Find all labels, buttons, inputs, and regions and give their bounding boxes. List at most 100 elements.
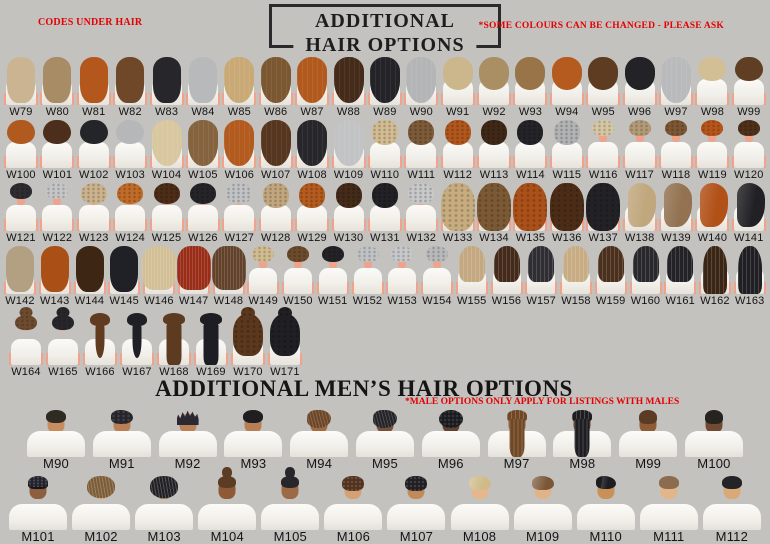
figure-W119: W119 <box>694 118 730 181</box>
code-label: W83 <box>154 106 179 118</box>
hair-crop <box>287 246 309 262</box>
code-label: W79 <box>9 106 33 118</box>
hair-sweep <box>736 183 765 227</box>
code-label: W171 <box>270 366 300 378</box>
code-label: W87 <box>300 106 324 118</box>
code-label: W169 <box>196 366 226 378</box>
shirt <box>697 79 728 105</box>
figure-W93: W93 <box>512 55 548 118</box>
code-label: W162 <box>700 295 730 307</box>
hair-afrotall <box>553 120 580 145</box>
code-label: M93 <box>240 456 267 471</box>
figure-W146: W146 <box>142 244 176 307</box>
shirt <box>388 268 417 294</box>
code-label: W102 <box>79 169 109 181</box>
figure-W130: W130 <box>331 181 367 244</box>
neck <box>259 259 268 268</box>
figure-W139: W139 <box>658 181 694 244</box>
neck <box>672 133 681 142</box>
code-label: M105 <box>273 529 307 544</box>
figure-W101: W101 <box>39 118 75 181</box>
code-label: W120 <box>734 169 764 181</box>
shirt <box>324 504 383 530</box>
hair-afro <box>189 183 216 204</box>
hair-afrotall <box>371 120 398 145</box>
hair-mdreads <box>150 476 179 498</box>
hair-wavy <box>333 120 364 166</box>
figure-M100: M100 <box>684 405 744 471</box>
code-label: W92 <box>482 106 506 118</box>
hair-wavy <box>260 120 291 166</box>
hair-bigcurl <box>477 183 512 231</box>
hair-mid <box>551 57 582 90</box>
figure-W152: W152 <box>351 244 385 307</box>
hair-mtopknot <box>218 476 237 488</box>
figure-M90: M90 <box>26 405 86 471</box>
code-label: W119 <box>698 169 727 181</box>
code-label: W103 <box>115 169 145 181</box>
shirt <box>639 504 698 530</box>
hair-mid <box>479 57 510 90</box>
shirt <box>42 205 73 231</box>
hair-crop <box>665 120 688 136</box>
shirt <box>576 504 635 530</box>
figure-W84: W84 <box>185 55 221 118</box>
shirt <box>619 431 678 457</box>
figure-M99: M99 <box>618 405 678 471</box>
figure-W103: W103 <box>112 118 148 181</box>
shirt <box>661 142 692 168</box>
figure-M111: M111 <box>639 471 699 544</box>
hair-mbraids <box>572 410 593 422</box>
hair-crop <box>592 120 615 136</box>
code-label: W104 <box>151 169 182 181</box>
shirt <box>187 205 218 231</box>
figure-W149: W149 <box>246 244 280 307</box>
code-label: M98 <box>569 456 596 471</box>
hair-long <box>116 57 145 103</box>
hair-pony <box>127 313 147 326</box>
hair-long <box>75 246 104 292</box>
code-label: M92 <box>174 456 201 471</box>
code-label: W134 <box>479 232 509 244</box>
shirt <box>78 205 109 231</box>
hair-crop <box>10 183 32 199</box>
men-hair-row-1: M90 M91 M92 M93 M94 M95 M96 M97 M98 M99 M100 <box>0 405 770 471</box>
code-label: W126 <box>188 232 218 244</box>
figure-W131: W131 <box>367 181 403 244</box>
hair-wavy <box>369 57 400 103</box>
code-label: W164 <box>11 366 41 378</box>
shirt <box>684 431 743 457</box>
hair-afro <box>408 183 435 204</box>
figure-W90: W90 <box>403 55 439 118</box>
shirt <box>135 504 194 530</box>
code-label: W107 <box>260 169 291 181</box>
figure-W94: W94 <box>549 55 585 118</box>
hair-wavy <box>406 57 437 103</box>
women-hair-row-2: W100 W101 W102 W103 W104 W105 W106 W107 W108 W109… <box>0 118 770 181</box>
code-label: W150 <box>283 295 313 307</box>
code-label: M103 <box>147 529 181 544</box>
code-label: W113 <box>479 169 509 181</box>
shirt <box>72 504 131 530</box>
shirt <box>224 431 283 457</box>
figure-M112: M112 <box>702 471 762 544</box>
figure-W95: W95 <box>585 55 621 118</box>
shirt <box>355 431 414 457</box>
figure-W96: W96 <box>622 55 658 118</box>
hair-mafro <box>438 410 463 428</box>
hair-afro <box>117 183 144 204</box>
shirt <box>9 504 67 530</box>
shirt <box>697 142 728 168</box>
code-label: W145 <box>109 295 140 307</box>
hair-crop <box>426 246 448 262</box>
code-label: W133 <box>442 232 473 244</box>
figure-W122: W122 <box>39 181 75 244</box>
hair-bigcurl <box>586 183 621 231</box>
figure-W97: W97 <box>658 55 694 118</box>
hair-shortw <box>79 120 108 144</box>
figure-W105: W105 <box>185 118 221 181</box>
hair-mshort <box>243 410 264 423</box>
hair-afrotall <box>299 183 326 208</box>
hair-mtopknot <box>281 476 300 488</box>
shirt <box>48 339 78 365</box>
